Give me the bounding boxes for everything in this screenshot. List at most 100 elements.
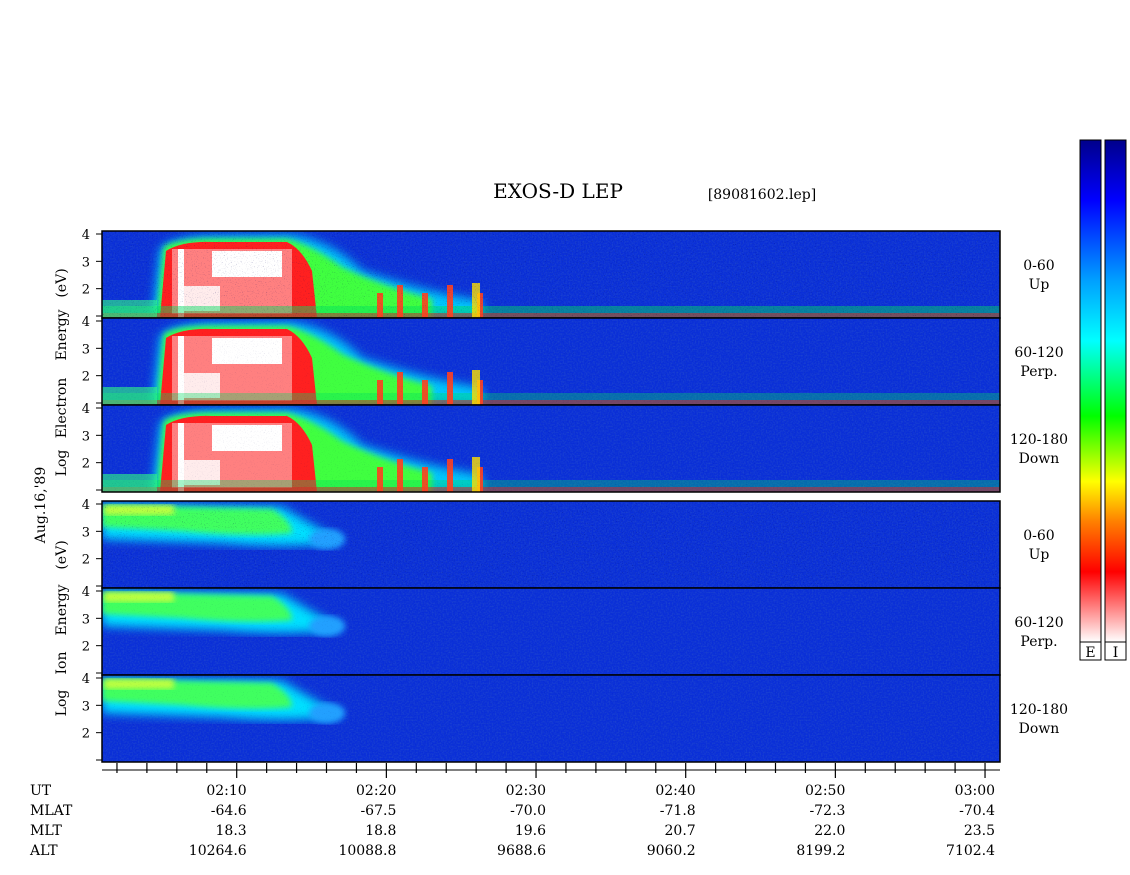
y-tick-label: 4 [82, 585, 90, 600]
y-tick-label: 4 [82, 498, 90, 513]
colorbar-i-gradient [1104, 139, 1127, 643]
panel-4: 2 3 4 0-60 Up [82, 498, 1055, 589]
y-tick-label: 3 [82, 612, 90, 627]
panel-4-spectrogram [102, 501, 1000, 588]
ephemeris-value: 23.5 [964, 823, 995, 839]
y-tick-label: 2 [82, 553, 90, 568]
panel-2-spectrogram [102, 318, 1000, 405]
panel-6: 2 3 4 120-180 Down [82, 672, 1068, 763]
panel-3: 2 3 4 120-180 Down [82, 402, 1068, 493]
panel-5: 2 3 4 60-120 Perp. [82, 585, 1064, 676]
ion-label-unit: (eV) [54, 540, 70, 569]
x-tick-label: 03:00 [955, 783, 995, 799]
electron-label-unit: (eV) [54, 268, 70, 297]
y-tick-label: 4 [82, 315, 90, 330]
ephemeris-row-name: MLT [30, 823, 62, 839]
ephemeris-value: -70.0 [510, 803, 546, 819]
panel-direction-label: Up [1029, 277, 1050, 293]
electron-axis-label: Log Electron Energy (eV) [54, 268, 70, 476]
ephemeris-value: 10264.6 [189, 843, 247, 859]
panel-pitch-label: 0-60 [1023, 258, 1054, 274]
x-tick-label: 02:50 [805, 783, 845, 799]
x-tick-label: 02:40 [655, 783, 695, 799]
ephemeris-row-name: ALT [29, 843, 58, 859]
ephemeris-value: 8199.2 [796, 843, 845, 859]
panel-direction-label: Perp. [1020, 634, 1057, 650]
ephemeris-value: 9688.6 [497, 843, 546, 859]
date-label: Aug.16,'89 [33, 467, 49, 544]
panel-frame [101, 674, 1001, 763]
panel-pitch-label: 120-180 [1010, 432, 1068, 448]
panel-pitch-label: 0-60 [1023, 528, 1054, 544]
y-tick-label: 3 [82, 342, 90, 357]
ephemeris-value: -64.6 [211, 803, 247, 819]
x-tick-label: 02:10 [206, 783, 246, 799]
spectrogram-panels: 2 3 4 0-60 Up 2 3 4 60-120 Perp. 2 3 4 120-180 Down 2 3 4… [82, 228, 1068, 763]
y-tick-label: 3 [82, 255, 90, 270]
y-tick-label: 3 [82, 525, 90, 540]
ephemeris-value: 18.3 [216, 823, 247, 839]
electron-label-species: Electron [54, 378, 70, 439]
y-tick-label: 3 [82, 699, 90, 714]
chart-title: EXOS-D LEP [493, 179, 623, 203]
y-tick-label: 4 [82, 672, 90, 687]
panel-direction-label: Down [1019, 451, 1060, 467]
time-axis: UT 02:10 02:20 02:30 02:40 02:50 03:00 [30, 763, 1000, 799]
ephemeris-value: 10088.8 [338, 843, 396, 859]
panel-dots [102, 501, 1000, 588]
panel-dots [102, 231, 1000, 318]
electron-label-log: Log [54, 450, 70, 477]
ion-axis-label: Log Ion Energy (eV) [54, 540, 70, 716]
panel-1-spectrogram [102, 231, 1000, 318]
panel-frame [101, 404, 1001, 493]
ephemeris-value: 20.7 [665, 823, 696, 839]
colorbar-e-label: E [1085, 645, 1095, 661]
panel-direction-label: Up [1029, 547, 1050, 563]
panel-pitch-label: 60-120 [1014, 345, 1063, 361]
ephemeris-value: -72.3 [809, 803, 845, 819]
ion-label-species: Ion [54, 652, 70, 675]
colorbar-e: E [1079, 139, 1102, 661]
y-tick-label: 2 [82, 370, 90, 385]
electron-label-energy: Energy [54, 309, 70, 360]
x-tick-label: 02:30 [506, 783, 546, 799]
panel-dots [102, 405, 1000, 492]
ephemeris-value: -71.8 [660, 803, 696, 819]
ephemeris-value: 9060.2 [647, 843, 696, 859]
y-tick-label: 3 [82, 429, 90, 444]
panel-pitch-label: 60-120 [1014, 615, 1063, 631]
panel-3-spectrogram [102, 405, 1000, 492]
y-tick-label: 2 [82, 640, 90, 655]
panel-1: 2 3 4 0-60 Up [82, 228, 1055, 319]
panel-6-spectrogram [102, 675, 1000, 762]
ephemeris-value: 18.8 [365, 823, 396, 839]
y-tick-label: 4 [82, 402, 90, 417]
y-tick-label: 2 [82, 457, 90, 472]
y-tick-label: 4 [82, 228, 90, 243]
ephemeris-value: -70.4 [959, 803, 995, 819]
ephemeris-value: -67.5 [360, 803, 396, 819]
colorbar-i-label-box [1104, 641, 1127, 661]
colorbar-i-label: I [1113, 645, 1119, 661]
ephemeris-value: 22.0 [814, 823, 845, 839]
panel-2: 2 3 4 60-120 Perp. [82, 315, 1064, 406]
ion-label-log: Log [54, 690, 70, 717]
ephemeris-value: 19.6 [515, 823, 546, 839]
y-tick-label: 2 [82, 283, 90, 298]
ion-label-energy: Energy [54, 584, 70, 635]
x-tick-label: 02:20 [356, 783, 396, 799]
ut-label: UT [30, 783, 52, 799]
file-tag: [89081602.lep] [708, 187, 816, 203]
panel-direction-label: Perp. [1020, 364, 1057, 380]
panel-direction-label: Down [1019, 721, 1060, 737]
colorbar-e-label-box [1079, 641, 1102, 661]
ephemeris-row-name: MLAT [30, 803, 73, 819]
ephemeris-value: 7102.4 [946, 843, 995, 859]
ephemeris-table: MLAT -64.6 -67.5 -70.0 -71.8 -72.3 -70.4 MLT 18.… [29, 803, 995, 859]
panel-dots [102, 318, 1000, 405]
colorbar-e-gradient [1079, 139, 1102, 643]
panel-dots [102, 675, 1000, 762]
panel-dots [102, 588, 1000, 675]
panel-5-spectrogram [102, 588, 1000, 675]
